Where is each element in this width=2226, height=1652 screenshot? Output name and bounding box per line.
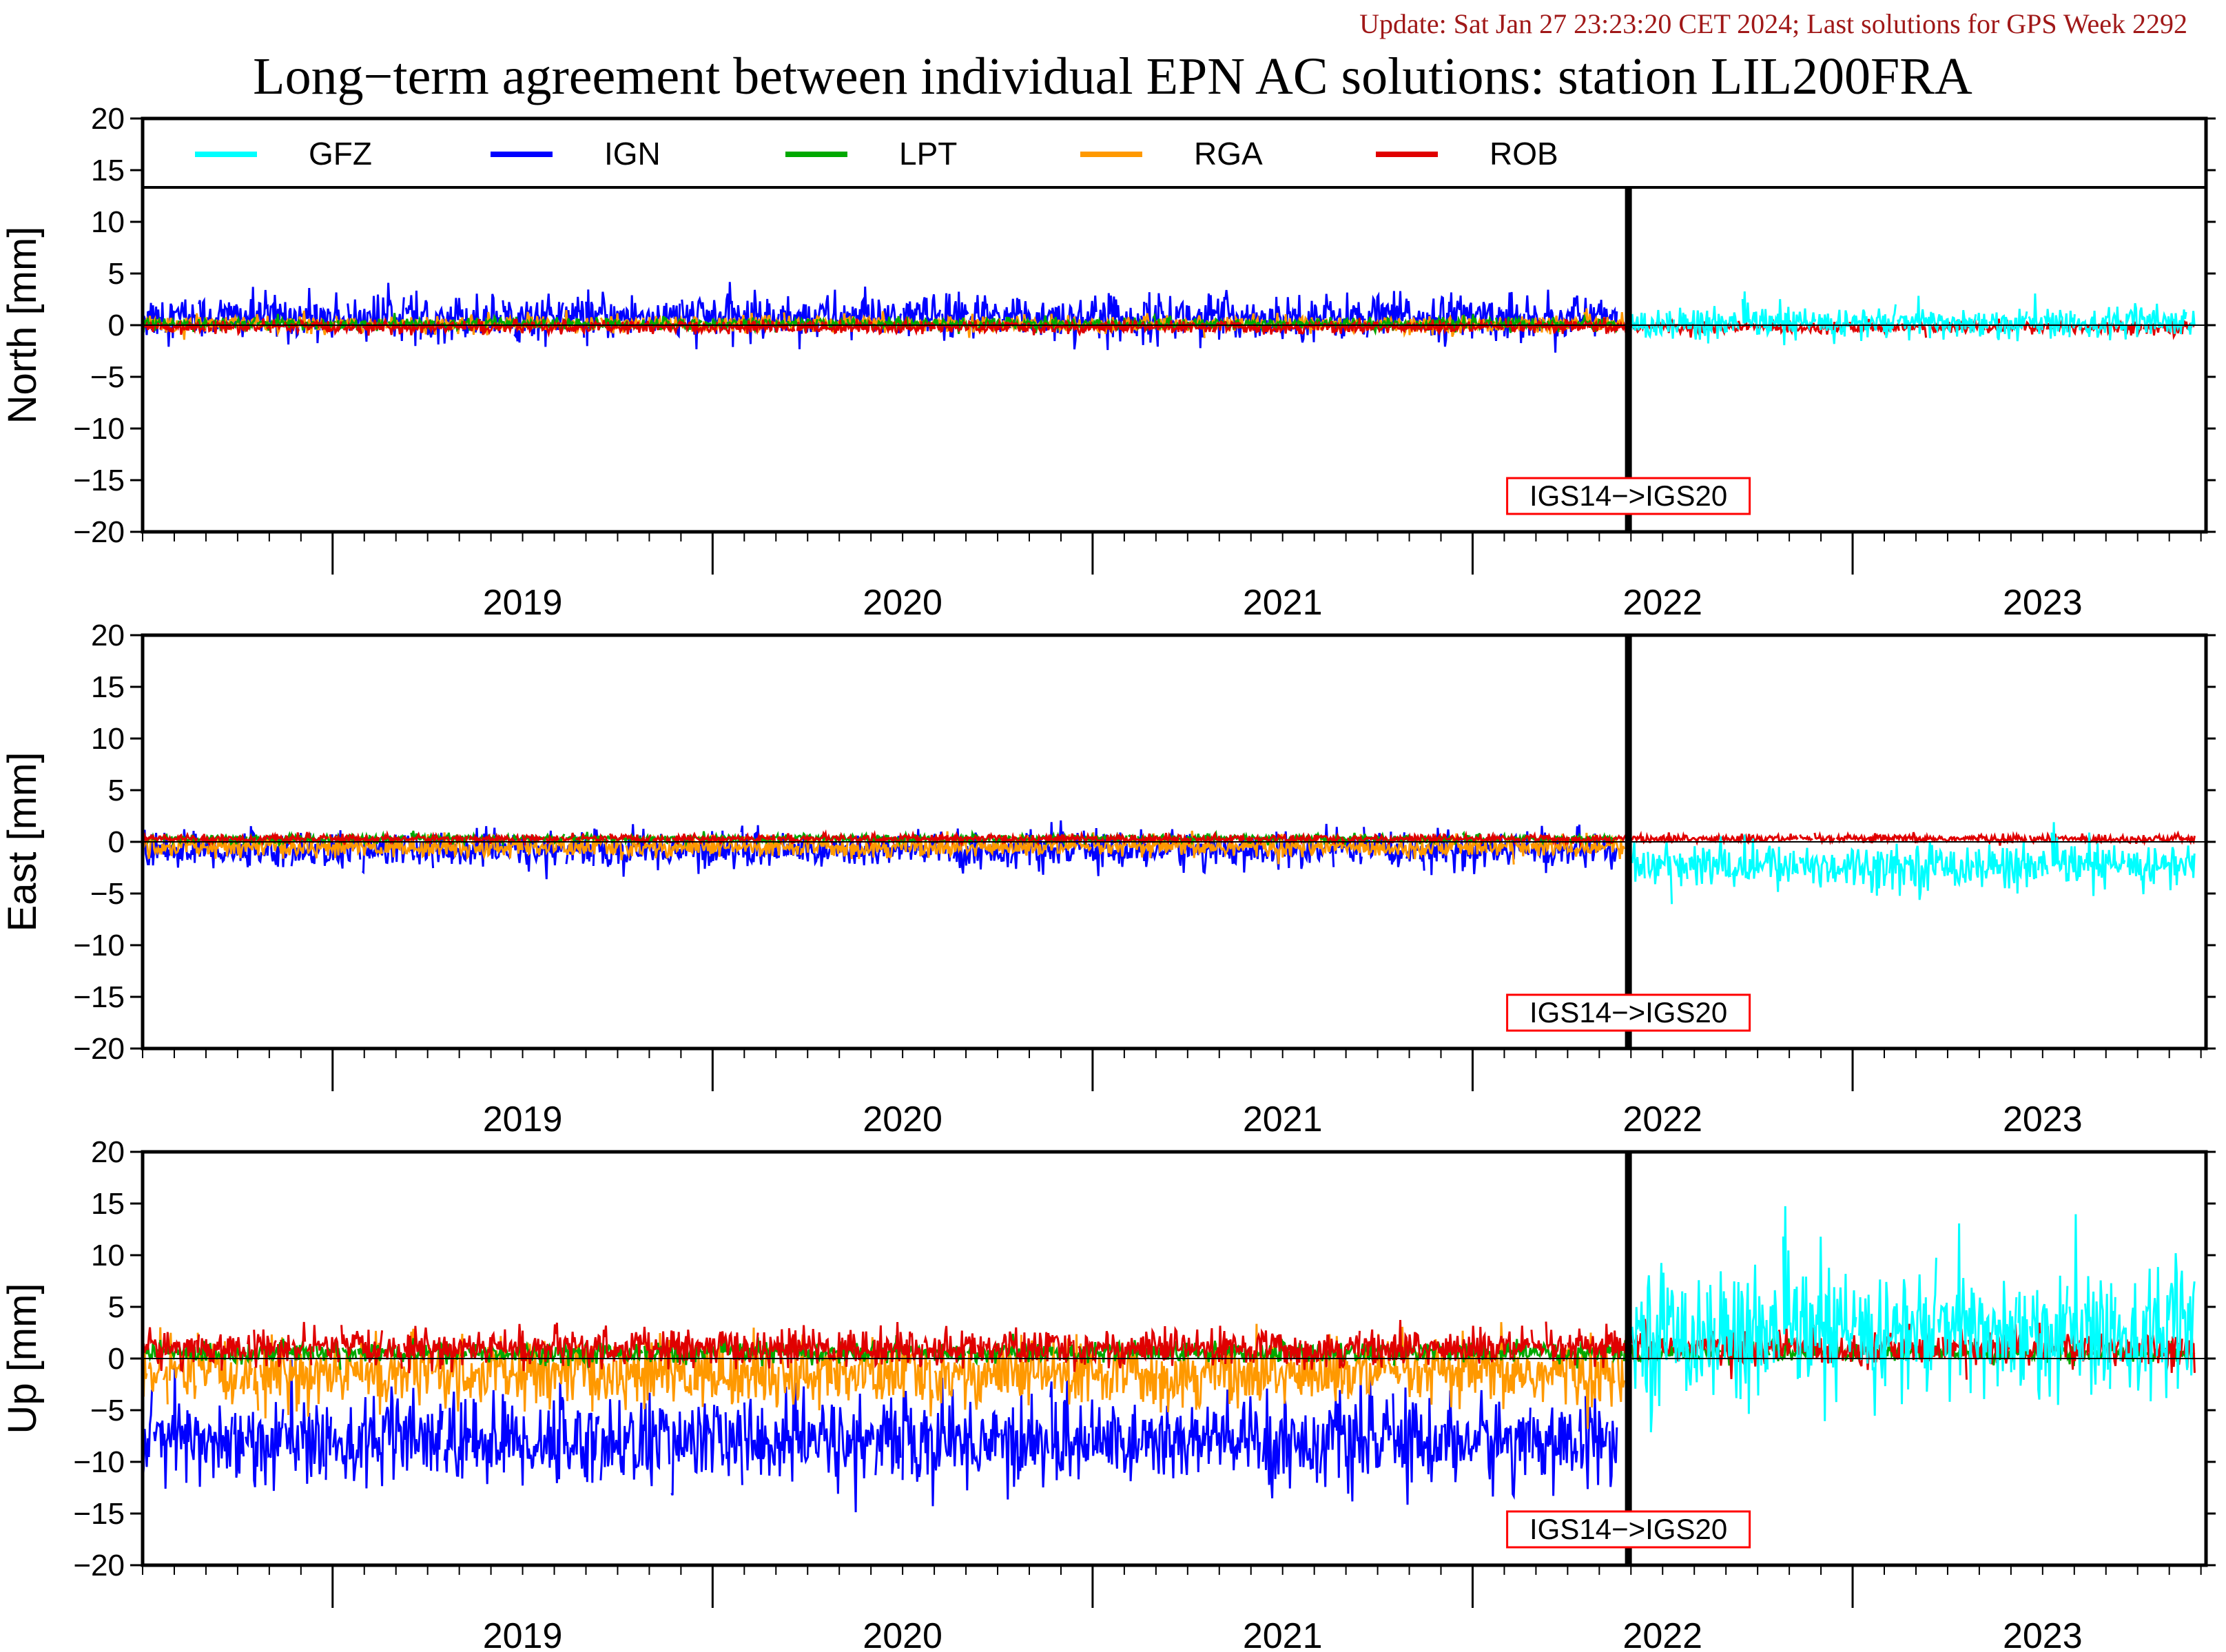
series-group	[143, 820, 2196, 905]
frame-change-label: IGS14−>IGS20	[1529, 479, 1727, 512]
y-tick-label: −15	[73, 464, 125, 497]
x-year-label: 2022	[1622, 583, 1702, 623]
x-year-label: 2020	[863, 1616, 942, 1652]
x-year-label: 2021	[1243, 583, 1323, 623]
x-year-label: 2023	[2003, 1099, 2083, 1139]
x-year-label: 2022	[1622, 1099, 1702, 1139]
y-tick-label: −5	[90, 877, 125, 911]
chart-title: Long−term agreement between individual E…	[253, 48, 1972, 105]
series-line-rob	[143, 829, 2196, 848]
x-year-label: 2020	[863, 1099, 942, 1139]
frame-change-box	[1506, 477, 1751, 515]
frame-change-box	[1506, 993, 1751, 1032]
y-tick-label: −5	[90, 1394, 125, 1427]
x-year-label: 2022	[1622, 1616, 1702, 1652]
y-tick-label: 5	[108, 774, 125, 807]
x-year-label: 2019	[483, 1099, 563, 1139]
x-year-label: 2023	[2003, 1616, 2083, 1652]
x-year-label: 2021	[1243, 1099, 1323, 1139]
y-tick-label: 5	[108, 257, 125, 291]
y-tick-label: −10	[73, 412, 125, 446]
y-axis-label: East [mm]	[0, 752, 45, 931]
y-tick-label: 10	[91, 1239, 125, 1272]
legend-background	[145, 121, 2204, 186]
y-tick-label: −5	[90, 360, 125, 394]
legend-label-ign: IGN	[604, 136, 661, 172]
y-axis-label: Up [mm]	[0, 1283, 45, 1434]
series-line-rob	[143, 1319, 2196, 1380]
y-tick-label: 0	[108, 825, 125, 859]
legend-label-rga: RGA	[1194, 136, 1263, 172]
y-tick-label: −20	[73, 515, 125, 549]
y-tick-label: 5	[108, 1290, 125, 1324]
update-text: Update: Sat Jan 27 23:23:20 CET 2024; La…	[1359, 8, 2187, 39]
panel-2: IGS14−>IGS20 20 15 10 5 0 −5 −10 −15 −20 Up [mm] 20…	[0, 1135, 2216, 1652]
frame-change-label: IGS14−>IGS20	[1529, 996, 1727, 1029]
y-tick-label: 20	[91, 1135, 125, 1169]
y-tick-label: −15	[73, 1497, 125, 1531]
series-group	[143, 282, 2196, 353]
x-year-label: 2023	[2003, 583, 2083, 623]
x-year-label: 2019	[483, 583, 563, 623]
series-line-gfz	[1631, 822, 2196, 905]
panel-0: IGS14−>IGS20 20 15 10 5 0 −5 −10 −15 −20 North [mm…	[0, 102, 2216, 623]
y-tick-label: 20	[91, 619, 125, 652]
y-tick-label: −20	[73, 1549, 125, 1582]
y-tick-label: 20	[91, 102, 125, 136]
x-year-label: 2019	[483, 1616, 563, 1652]
x-year-label: 2021	[1243, 1616, 1323, 1652]
y-tick-label: 0	[108, 1342, 125, 1376]
frame-change-label: IGS14−>IGS20	[1529, 1513, 1727, 1545]
y-tick-label: 15	[91, 154, 125, 187]
series-group	[143, 1206, 2196, 1513]
legend-label-rob: ROB	[1490, 136, 1558, 172]
panel-1: IGS14−>IGS20 20 15 10 5 0 −5 −10 −15 −20 East [mm]…	[0, 619, 2216, 1139]
legend-label-lpt: LPT	[899, 136, 957, 172]
x-year-label: 2020	[863, 583, 942, 623]
panels-group: IGS14−>IGS20 20 15 10 5 0 −5 −10 −15 −20 North [mm…	[0, 102, 2216, 1652]
y-tick-label: −10	[73, 929, 125, 962]
series-line-gfz	[1631, 1206, 2196, 1433]
y-tick-label: −20	[73, 1032, 125, 1066]
series-line-ign	[143, 282, 1618, 353]
series-line-ign	[143, 1359, 1618, 1513]
y-tick-label: 10	[91, 205, 125, 239]
y-tick-label: 15	[91, 670, 125, 704]
y-tick-label: −15	[73, 980, 125, 1014]
y-tick-label: 0	[108, 309, 125, 342]
frame-change-box	[1506, 1510, 1751, 1549]
y-tick-label: 10	[91, 722, 125, 756]
y-tick-label: −10	[73, 1445, 125, 1479]
y-axis-label: North [mm]	[0, 227, 45, 424]
legend-label-gfz: GFZ	[309, 136, 372, 172]
y-tick-label: 15	[91, 1187, 125, 1221]
series-line-gfz	[1631, 291, 2196, 346]
